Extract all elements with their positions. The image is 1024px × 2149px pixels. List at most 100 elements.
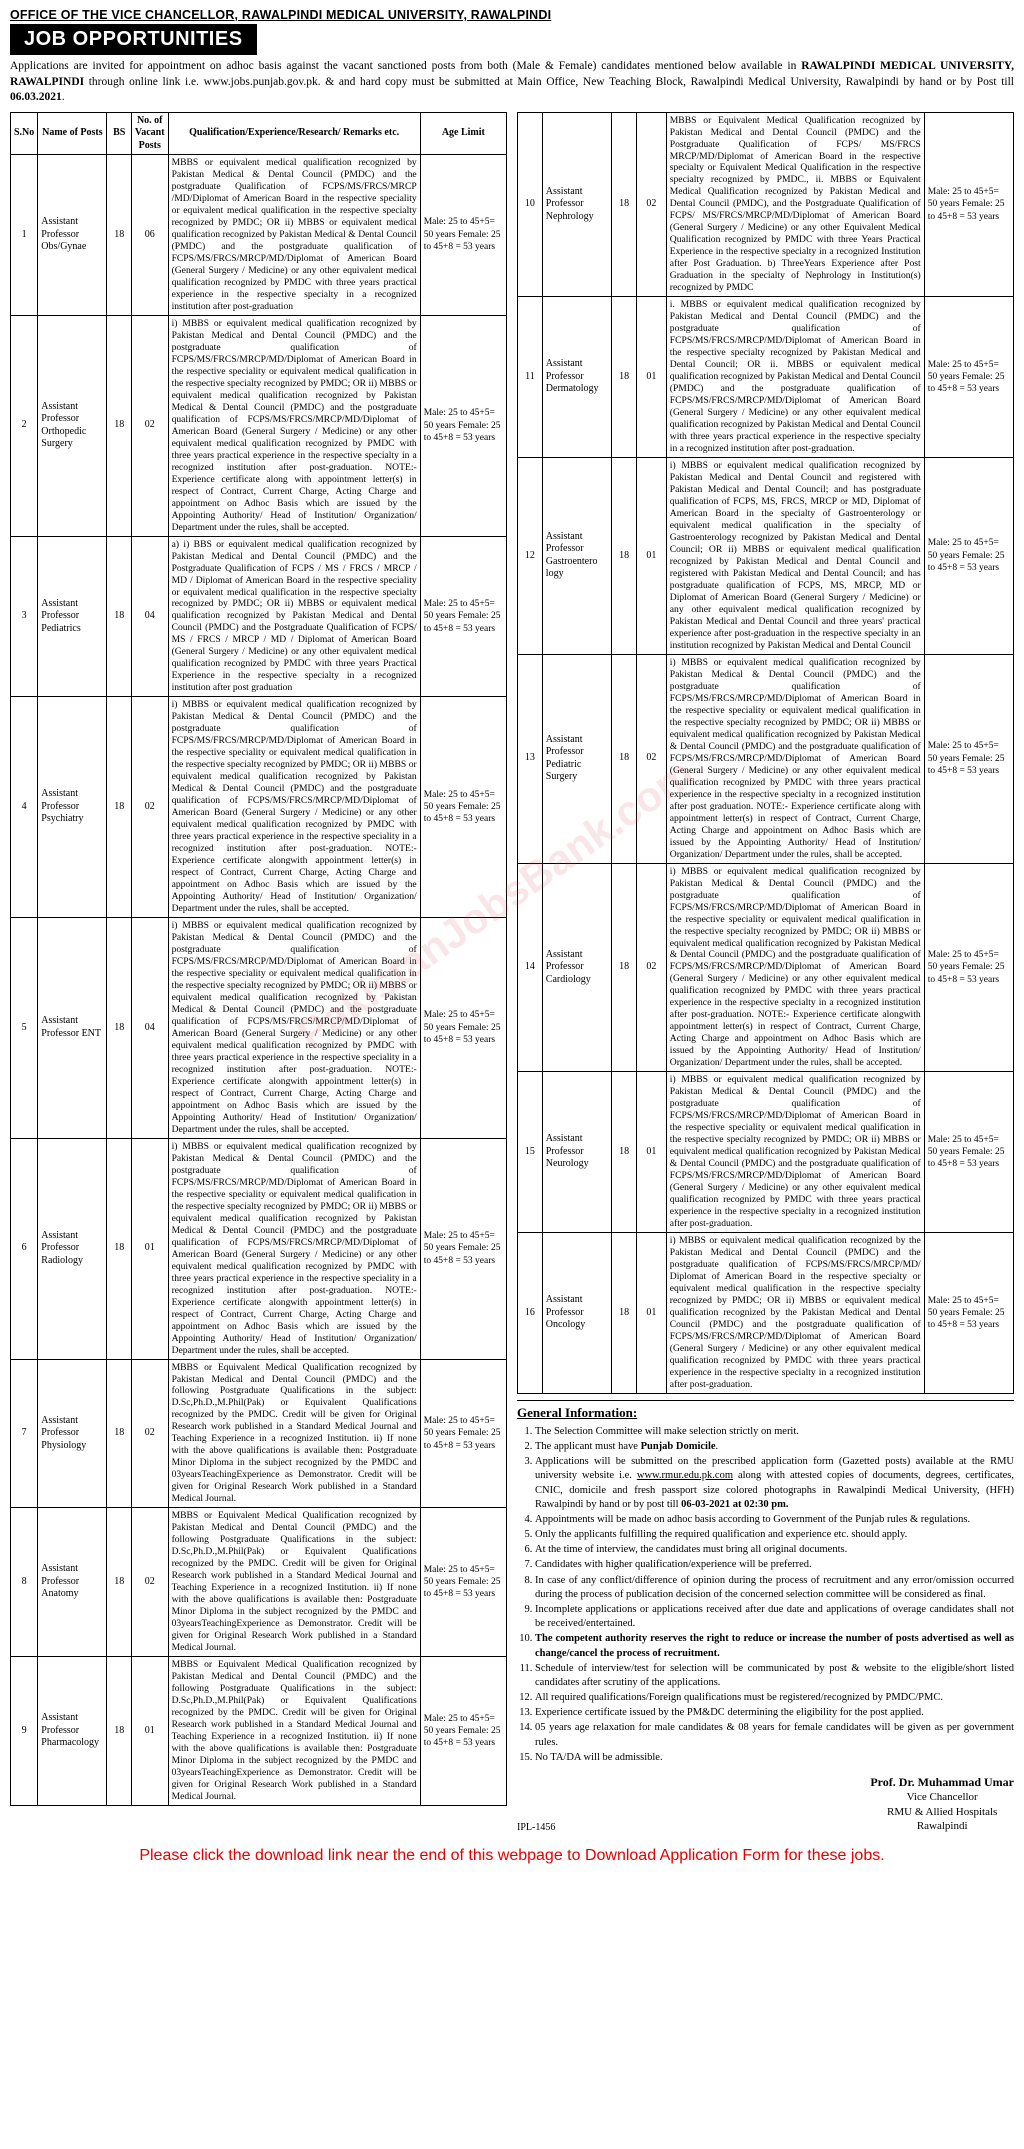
table-row: 13Assistant Professor Pediatric Surgery1… (518, 654, 1014, 863)
office-heading: OFFICE OF THE VICE CHANCELLOR, RAWALPIND… (10, 8, 1014, 22)
cell-post: Assistant Professor Physiology (38, 1359, 107, 1508)
cell-age-limit: Male: 25 to 45+5= 50 years Female: 25 to… (420, 697, 506, 918)
table-row: 8Assistant Professor Anatomy1802MBBS or … (11, 1508, 507, 1657)
cell-qualification: i. MBBS or equivalent medical qualificat… (666, 297, 924, 458)
jobs-table-left: S.NoName of PostsBSNo. of Vacant PostsQu… (10, 112, 507, 1806)
job-opportunities-banner: JOB OPPORTUNITIES (10, 24, 257, 55)
cell-vacant: 01 (131, 1657, 168, 1806)
cell-vacant: 01 (637, 1072, 667, 1233)
cell-bs: 18 (107, 1508, 131, 1657)
cell-post: Assistant Professor ENT (38, 918, 107, 1139)
general-info-list: The Selection Committee will make select… (517, 1425, 1014, 1765)
cell-sno: 11 (518, 297, 543, 458)
cell-sno: 3 (11, 536, 38, 697)
cell-age-limit: Male: 25 to 45+5= 50 years Female: 25 to… (420, 1508, 506, 1657)
list-item: Schedule of interview/test for selection… (535, 1662, 1014, 1690)
cell-qualification: i) MBBS or equivalent medical qualificat… (666, 1233, 924, 1394)
table-row: 7Assistant Professor Physiology1802MBBS … (11, 1359, 507, 1508)
list-item: No TA/DA will be admissible. (535, 1751, 1014, 1765)
cell-post: Assistant Professor Neurology (542, 1072, 611, 1233)
cell-vacant: 04 (131, 918, 168, 1139)
two-column-layout: S.NoName of PostsBSNo. of Vacant PostsQu… (10, 112, 1014, 1834)
cell-bs: 18 (107, 155, 131, 316)
cell-vacant: 01 (637, 297, 667, 458)
table-row: 11Assistant Professor Dermatology1801i. … (518, 297, 1014, 458)
cell-post: Assistant Professor Cardiology (542, 863, 611, 1072)
cell-post: Assistant Professor Pediatrics (38, 536, 107, 697)
cell-sno: 8 (11, 1508, 38, 1657)
cell-qualification: i) MBBS or equivalent medical qualificat… (666, 863, 924, 1072)
list-item: Applications will be submitted on the pr… (535, 1455, 1014, 1512)
cell-sno: 1 (11, 155, 38, 316)
cell-post: Assistant Professor Radiology (38, 1138, 107, 1359)
cell-bs: 18 (612, 863, 637, 1072)
cell-qualification: MBBS or Equivalent Medical Qualification… (168, 1508, 420, 1657)
cell-sno: 12 (518, 458, 543, 655)
cell-bs: 18 (612, 112, 637, 297)
table-row: 16Assistant Professor Oncology1801i) MBB… (518, 1233, 1014, 1394)
table-row: 1Assistant Professor Obs/Gynae1806MBBS o… (11, 155, 507, 316)
column-header: Age Limit (420, 112, 506, 155)
cell-qualification: i) MBBS or equivalent medical qualificat… (666, 654, 924, 863)
cell-bs: 18 (107, 918, 131, 1139)
list-item: All required qualifications/Foreign qual… (535, 1691, 1014, 1705)
cell-post: Assistant Professor Orthopedic Surgery (38, 315, 107, 536)
right-column: 10Assistant Professor Nephrology1802MBBS… (517, 112, 1014, 1834)
column-header: S.No (11, 112, 38, 155)
cell-qualification: MBBS or Equivalent Medical Qualification… (168, 1359, 420, 1508)
table-row: 10Assistant Professor Nephrology1802MBBS… (518, 112, 1014, 297)
column-header: Qualification/Experience/Research/ Remar… (168, 112, 420, 155)
column-header: Name of Posts (38, 112, 107, 155)
cell-bs: 18 (107, 1359, 131, 1508)
cell-bs: 18 (612, 458, 637, 655)
cell-post: Assistant Professor Nephrology (542, 112, 611, 297)
list-item: Appointments will be made on adhoc basis… (535, 1513, 1014, 1527)
cell-sno: 15 (518, 1072, 543, 1233)
cell-sno: 10 (518, 112, 543, 297)
cell-bs: 18 (107, 536, 131, 697)
list-item: At the time of interview, the candidates… (535, 1543, 1014, 1557)
cell-age-limit: Male: 25 to 45+5= 50 years Female: 25 to… (420, 315, 506, 536)
cell-bs: 18 (612, 1233, 637, 1394)
signature-row: IPL-1456 Prof. Dr. Muhammad UmarVice Cha… (517, 1775, 1014, 1833)
list-item: Incomplete applications or applications … (535, 1603, 1014, 1631)
cell-sno: 14 (518, 863, 543, 1072)
table-row: 2Assistant Professor Orthopedic Surgery1… (11, 315, 507, 536)
cell-bs: 18 (107, 1138, 131, 1359)
cell-vacant: 02 (637, 863, 667, 1072)
list-item: In case of any conflict/difference of op… (535, 1574, 1014, 1602)
table-row: 4Assistant Professor Psychiatry1802i) MB… (11, 697, 507, 918)
cell-qualification: i) MBBS or equivalent medical qualificat… (168, 697, 420, 918)
general-information-section: General Information: The Selection Commi… (517, 1400, 1014, 1765)
cell-qualification: i) MBBS or equivalent medical qualificat… (168, 315, 420, 536)
intro-paragraph: Applications are invited for appointment… (10, 59, 1014, 106)
cell-sno: 7 (11, 1359, 38, 1508)
cell-age-limit: Male: 25 to 45+5= 50 years Female: 25 to… (924, 1233, 1013, 1394)
cell-age-limit: Male: 25 to 45+5= 50 years Female: 25 to… (420, 155, 506, 316)
cell-post: Assistant Professor Gastroentero logy (542, 458, 611, 655)
cell-qualification: i) MBBS or equivalent medical qualificat… (666, 1072, 924, 1233)
signature-line: Prof. Dr. Muhammad Umar (870, 1775, 1014, 1791)
cell-bs: 18 (107, 315, 131, 536)
cell-vacant: 01 (637, 458, 667, 655)
table-row: 12Assistant Professor Gastroentero logy1… (518, 458, 1014, 655)
list-item: 05 years age relaxation for male candida… (535, 1721, 1014, 1749)
cell-qualification: a) i) BBS or equivalent medical qualific… (168, 536, 420, 697)
cell-vacant: 02 (131, 697, 168, 918)
cell-qualification: i) MBBS or equivalent medical qualificat… (666, 458, 924, 655)
table-row: 5Assistant Professor ENT1804i) MBBS or e… (11, 918, 507, 1139)
table-row: 9Assistant Professor Pharmacology1801MBB… (11, 1657, 507, 1806)
cell-post: Assistant Professor Pediatric Surgery (542, 654, 611, 863)
cell-vacant: 02 (131, 1359, 168, 1508)
cell-age-limit: Male: 25 to 45+5= 50 years Female: 25 to… (420, 536, 506, 697)
cell-qualification: MBBS or equivalent medical qualification… (168, 155, 420, 316)
cell-vacant: 02 (131, 1508, 168, 1657)
cell-vacant: 06 (131, 155, 168, 316)
signature-block: Prof. Dr. Muhammad UmarVice ChancellorRM… (870, 1775, 1014, 1833)
cell-qualification: i) MBBS or equivalent medical qualificat… (168, 918, 420, 1139)
cell-vacant: 04 (131, 536, 168, 697)
signature-line: Rawalpindi (870, 1819, 1014, 1833)
cell-sno: 6 (11, 1138, 38, 1359)
list-item: The competent authority reserves the rig… (535, 1632, 1014, 1660)
cell-vacant: 02 (131, 315, 168, 536)
